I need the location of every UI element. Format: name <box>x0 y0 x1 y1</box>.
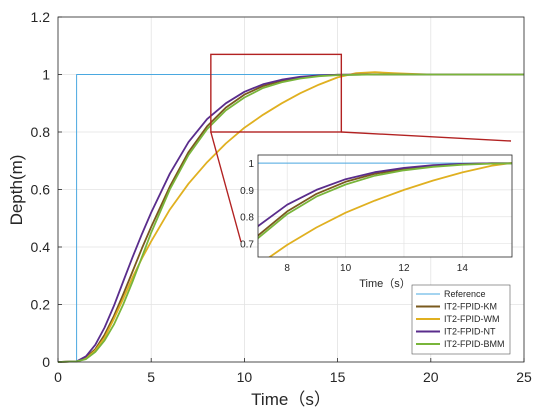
legend-label-it2-fpid-km: IT2-FPID-KM <box>444 302 497 312</box>
inset-y-tick-label: 1 <box>248 159 254 170</box>
inset-x-tick-label: 10 <box>340 263 352 274</box>
inset-frame <box>257 154 513 258</box>
y-tick-label: 0.4 <box>31 239 51 255</box>
legend-label-it2-fpid-nt: IT2-FPID-NT <box>444 327 496 337</box>
y-tick-label: 1.2 <box>31 9 51 25</box>
inset-y-tick-label: 0.7 <box>240 240 254 251</box>
inset-x-tick-label: 12 <box>398 263 410 274</box>
zoom-connector-left <box>210 131 242 243</box>
inset-x-axis-label: Time（s） <box>359 277 411 290</box>
x-tick-label: 0 <box>54 369 62 385</box>
inset-series-line-it2-fpid-wm <box>268 161 512 257</box>
inset-series-group <box>258 161 512 257</box>
y-axis-label: Depth(m) <box>7 155 26 226</box>
y-tick-label: 1 <box>42 67 50 83</box>
inset-series-line-reference <box>258 162 512 164</box>
x-tick-label: 20 <box>423 369 439 385</box>
inset-y-tick-label: 0.8 <box>240 213 254 224</box>
zoom-overlay <box>210 53 512 243</box>
legend-label-it2-fpid-bmm: IT2-FPID-BMM <box>444 339 505 349</box>
legend: Reference IT2-FPID-KM IT2-FPID-WM IT2-FPID-… <box>411 284 511 355</box>
x-tick-label: 5 <box>147 369 155 385</box>
series-line-it2-fpid-bmm <box>57 73 524 363</box>
x-axis-label: Time（s） <box>251 390 331 409</box>
main-ticks: 0 5 10 15 20 25 0 0.2 0.4 0.6 0.8 1 1.2 <box>31 9 532 385</box>
legend-label-reference: Reference <box>444 289 486 299</box>
inset-x-tick-label: 14 <box>457 263 469 274</box>
inset-y-tick-label: 0.9 <box>240 186 254 197</box>
inset-ticks: 8 10 12 14 0.7 0.8 0.9 1 <box>240 159 468 274</box>
inset-series-line-it2-fpid-bmm <box>258 162 512 240</box>
legend-items: Reference IT2-FPID-KM IT2-FPID-WM IT2-FPID-… <box>416 289 505 349</box>
x-tick-label: 25 <box>516 369 532 385</box>
y-tick-label: 0.8 <box>31 124 51 140</box>
y-tick-label: 0.2 <box>31 297 51 313</box>
x-tick-label: 15 <box>330 369 346 385</box>
inset-x-tick-label: 8 <box>284 263 290 274</box>
y-tick-label: 0 <box>42 354 50 370</box>
inset-plot: 8 10 12 14 0.7 0.8 0.9 1 Time（s） <box>240 154 513 290</box>
zoom-region-box <box>210 53 343 133</box>
x-tick-label: 10 <box>237 369 253 385</box>
legend-label-it2-fpid-wm: IT2-FPID-WM <box>444 314 500 324</box>
y-tick-label: 0.6 <box>31 182 51 198</box>
zoom-connector-right <box>341 131 512 142</box>
